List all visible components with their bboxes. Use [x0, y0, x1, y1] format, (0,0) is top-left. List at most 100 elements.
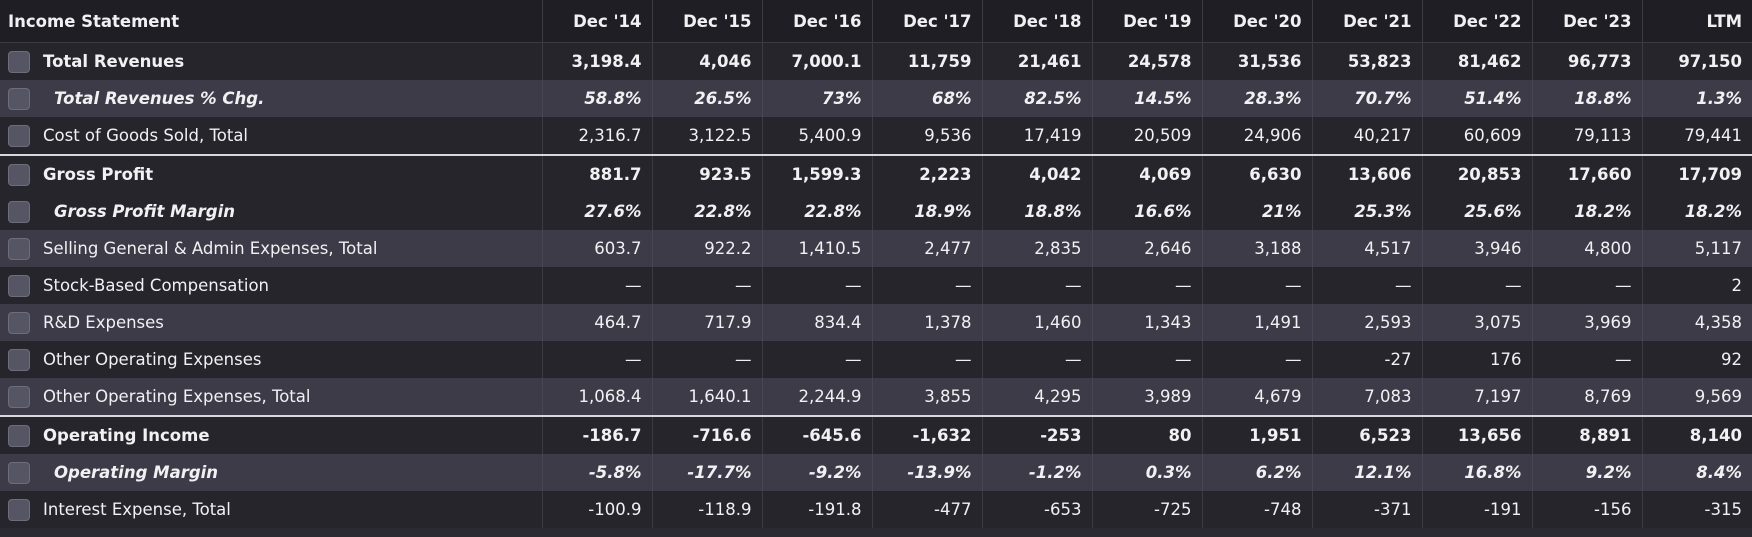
- value-cell: 18.8%: [1531, 80, 1642, 117]
- value-cell: 834.4: [761, 304, 872, 341]
- row-label-cell: Stock-Based Compensation: [0, 267, 542, 304]
- row-label-text: Operating Margin: [54, 463, 219, 482]
- table-row[interactable]: Total Revenues 3,198.4 4,046 7,000.1 11,759 2…: [0, 42, 1752, 81]
- value-cell: 603.7: [541, 230, 652, 267]
- value-cell: 6,630: [1201, 154, 1312, 193]
- value-cell: 3,198.4: [541, 42, 652, 80]
- value-cell: —: [871, 267, 982, 304]
- row-checkbox[interactable]: [8, 424, 30, 447]
- table-row[interactable]: R&D Expenses 464.7 717.9 834.4 1,378 1,460 1,3…: [0, 304, 1752, 341]
- row-checkbox[interactable]: [8, 274, 30, 297]
- value-cell: 17,709: [1641, 154, 1752, 193]
- value-cell: -5.8%: [541, 454, 652, 491]
- value-cell: 3,075: [1421, 304, 1532, 341]
- value-cell: 51.4%: [1421, 80, 1532, 117]
- value-cell: —: [651, 267, 762, 304]
- value-cell: -191.8: [761, 491, 872, 528]
- row-checkbox[interactable]: [8, 498, 30, 521]
- value-cell: 1,378: [871, 304, 982, 341]
- row-checkbox[interactable]: [8, 461, 30, 484]
- value-cell: 2,593: [1311, 304, 1422, 341]
- table-row[interactable]: Operating Income -186.7 -716.6 -645.6 -1,632…: [0, 415, 1752, 454]
- value-cell: 14.5%: [1091, 80, 1202, 117]
- column-header[interactable]: Dec '22: [1421, 0, 1532, 43]
- column-header[interactable]: Dec '18: [981, 0, 1092, 43]
- row-label: Gross Profit: [8, 163, 542, 186]
- column-header[interactable]: Dec '17: [871, 0, 982, 43]
- value-cell: —: [981, 341, 1092, 378]
- value-cell: —: [541, 267, 652, 304]
- row-label: Operating Income: [8, 424, 542, 447]
- table-row[interactable]: Interest Expense, Total -100.9 -118.9 -191.…: [0, 491, 1752, 528]
- value-cell: 58.8%: [541, 80, 652, 117]
- table-row[interactable]: Selling General & Admin Expenses, Total 6…: [0, 230, 1752, 267]
- value-cell: 28.3%: [1201, 80, 1312, 117]
- value-cell: -13.9%: [871, 454, 982, 491]
- row-label-text: Total Revenues: [43, 52, 185, 71]
- value-cell: 881.7: [541, 154, 652, 193]
- table-row[interactable]: Gross Profit Margin 27.6% 22.8% 22.8% 18.9% 1…: [0, 193, 1752, 230]
- row-label: Cost of Goods Sold, Total: [8, 124, 542, 147]
- value-cell: 80: [1091, 415, 1202, 454]
- column-header[interactable]: Dec '19: [1091, 0, 1202, 43]
- value-cell: 81,462: [1421, 42, 1532, 80]
- table-row[interactable]: Stock-Based Compensation — — — — — — — — — —2: [0, 267, 1752, 304]
- value-cell: 717.9: [651, 304, 762, 341]
- row-checkbox[interactable]: [8, 87, 30, 110]
- value-cell: 13,656: [1421, 415, 1532, 454]
- row-checkbox[interactable]: [8, 311, 30, 334]
- row-label-text: Gross Profit Margin: [54, 202, 235, 221]
- row-label-cell: Total Revenues: [0, 43, 542, 81]
- value-cell: 82.5%: [981, 80, 1092, 117]
- value-cell: —: [1311, 267, 1422, 304]
- value-cell: -253: [981, 415, 1092, 454]
- column-header[interactable]: LTM: [1641, 0, 1752, 43]
- row-checkbox[interactable]: [8, 385, 30, 408]
- value-cell: -371: [1311, 491, 1422, 528]
- table-row[interactable]: Other Operating Expenses — — — — — — — -27 176—92: [0, 341, 1752, 378]
- value-cell: 9.2%: [1531, 454, 1642, 491]
- row-label: Operating Margin: [8, 461, 542, 484]
- column-header[interactable]: Dec '15: [651, 0, 762, 43]
- value-cell: 2,477: [871, 230, 982, 267]
- column-header[interactable]: Dec '21: [1311, 0, 1422, 43]
- value-cell: 96,773: [1531, 42, 1642, 80]
- row-checkbox[interactable]: [8, 163, 30, 186]
- value-cell: 24,578: [1091, 42, 1202, 80]
- value-cell: 73%: [761, 80, 872, 117]
- table-row[interactable]: Operating Margin -5.8% -17.7% -9.2% -13.9% -1…: [0, 454, 1752, 491]
- row-label: Other Operating Expenses, Total: [8, 385, 542, 408]
- value-cell: 3,188: [1201, 230, 1312, 267]
- value-cell: -17.7%: [651, 454, 762, 491]
- column-header[interactable]: Dec '14: [541, 0, 652, 43]
- row-checkbox[interactable]: [8, 237, 30, 260]
- value-cell: 6.2%: [1201, 454, 1312, 491]
- row-checkbox[interactable]: [8, 50, 30, 73]
- value-cell: 53,823: [1311, 42, 1422, 80]
- value-cell: —: [1091, 341, 1202, 378]
- column-header[interactable]: Dec '16: [761, 0, 872, 43]
- value-cell: 3,969: [1531, 304, 1642, 341]
- value-cell: 97,150: [1641, 42, 1752, 80]
- row-checkbox[interactable]: [8, 348, 30, 371]
- value-cell: 3,122.5: [651, 117, 762, 155]
- value-cell: 1,491: [1201, 304, 1312, 341]
- row-checkbox[interactable]: [8, 200, 30, 223]
- row-label-text: Stock-Based Compensation: [43, 276, 270, 295]
- table-row[interactable]: Total Revenues % Chg. 58.8% 26.5% 73% 68% 82.…: [0, 80, 1752, 117]
- row-label-cell: Other Operating Expenses, Total: [0, 378, 542, 416]
- value-cell: —: [651, 341, 762, 378]
- row-checkbox[interactable]: [8, 124, 30, 147]
- table-row[interactable]: Gross Profit 881.7 923.5 1,599.3 2,223 4,042 4…: [0, 154, 1752, 193]
- table-row[interactable]: Other Operating Expenses, Total 1,068.4 1,…: [0, 378, 1752, 416]
- value-cell: 16.8%: [1421, 454, 1532, 491]
- column-header[interactable]: Dec '23: [1531, 0, 1642, 43]
- column-header[interactable]: Dec '20: [1201, 0, 1312, 43]
- row-label: Interest Expense, Total: [8, 498, 542, 521]
- value-cell: 1,410.5: [761, 230, 872, 267]
- row-label-cell: R&D Expenses: [0, 304, 542, 341]
- value-cell: 8,140: [1641, 415, 1752, 454]
- value-cell: 92: [1641, 341, 1752, 378]
- row-label: Selling General & Admin Expenses, Total: [8, 237, 542, 260]
- table-row[interactable]: Cost of Goods Sold, Total 2,316.7 3,122.5 5…: [0, 117, 1752, 155]
